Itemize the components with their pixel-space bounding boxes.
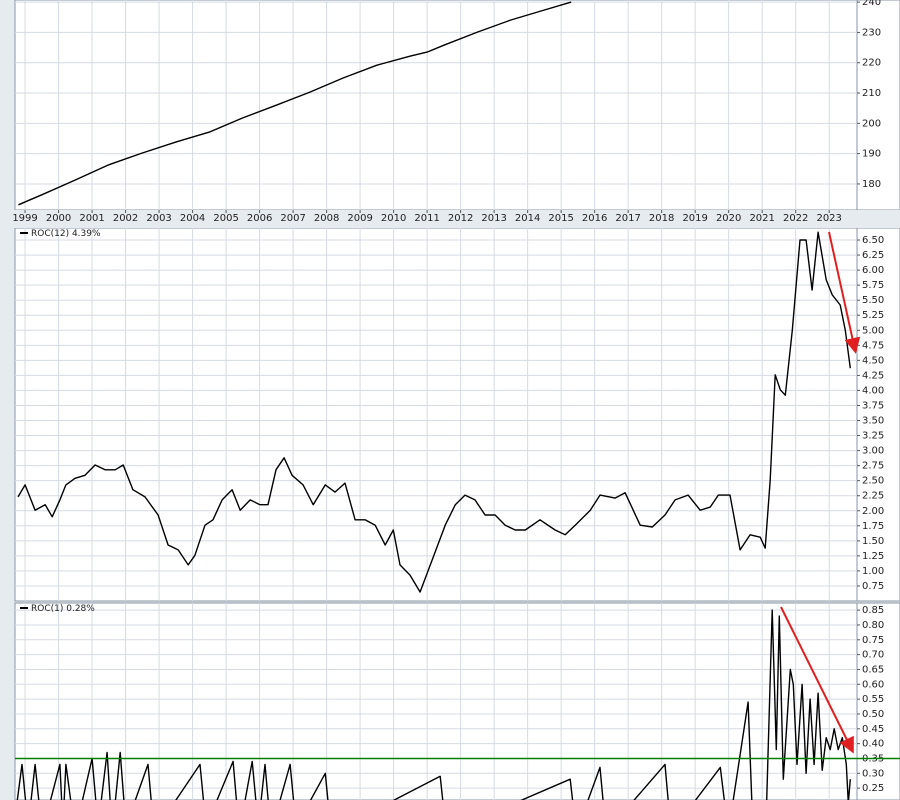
x-tick-label: 2008 — [314, 213, 339, 224]
y-tick-label: 3.75 — [862, 400, 884, 411]
y-tick-label: 1.25 — [862, 551, 884, 562]
x-tick-label: 2004 — [180, 213, 205, 224]
axis-area — [856, 0, 900, 211]
x-tick-label: 2016 — [582, 213, 607, 224]
trend-arrow — [780, 606, 854, 754]
x-tick-label: 2023 — [816, 213, 841, 224]
y-tick-label: 5.75 — [862, 280, 884, 291]
y-tick-label: 4.75 — [862, 340, 884, 351]
data-line — [16, 609, 851, 800]
x-tick-label: 2009 — [347, 213, 372, 224]
x-tick-label: 2011 — [414, 213, 439, 224]
x-tick-label: 2020 — [716, 213, 741, 224]
x-tick-label: 2000 — [46, 213, 71, 224]
y-tick-label: 0.60 — [862, 679, 884, 690]
axis-area — [856, 227, 900, 602]
x-tick-label: 2013 — [481, 213, 506, 224]
panel — [15, 0, 857, 210]
y-tick-label: 5.25 — [862, 310, 884, 321]
panel-area — [14, 227, 858, 602]
x-tick-label: 1999 — [12, 213, 37, 224]
y-tick-label: 0.45 — [862, 724, 884, 735]
x-tick-label: 2003 — [146, 213, 171, 224]
x-tick-label: 2002 — [113, 213, 138, 224]
panel — [15, 603, 857, 800]
x-tick-label: 2021 — [749, 213, 774, 224]
y-tick-label: 6.50 — [862, 235, 884, 246]
y-tick-label: 4.50 — [862, 355, 884, 366]
y-tick-label: 4.25 — [862, 370, 884, 381]
panel — [15, 228, 857, 601]
y-tick-label: 0.25 — [862, 783, 884, 794]
y-tick-label: 0.80 — [862, 620, 884, 631]
x-tick-label: 2005 — [213, 213, 238, 224]
x-tick-label: 2012 — [448, 213, 473, 224]
y-tick-label: 1.00 — [862, 566, 884, 577]
y-tick-label: 180 — [862, 179, 881, 190]
x-tick-label: 2018 — [649, 213, 674, 224]
y-tick-label: 0.75 — [862, 635, 884, 646]
y-tick-label: 220 — [862, 58, 881, 69]
y-tick-label: 3.50 — [862, 416, 884, 427]
y-tick-label: 2.75 — [862, 461, 884, 472]
y-tick-label: 2.50 — [862, 476, 884, 487]
y-tick-label: 3.00 — [862, 446, 884, 457]
y-tick-label: 3.25 — [862, 431, 884, 442]
y-tick-label: 240 — [862, 0, 881, 8]
y-tick-label: 1.75 — [862, 521, 884, 532]
x-tick-label: 2015 — [548, 213, 573, 224]
x-tick-label: 2006 — [247, 213, 272, 224]
trend-arrow — [828, 231, 861, 354]
x-tick-label: 2014 — [515, 213, 540, 224]
y-tick-label: 0.40 — [862, 739, 884, 750]
y-tick-label: 4.00 — [862, 385, 884, 396]
y-tick-label: 230 — [862, 27, 881, 38]
x-tick-label: 2001 — [79, 213, 104, 224]
x-tick-label: 2019 — [682, 213, 707, 224]
y-tick-label: 5.00 — [862, 325, 884, 336]
legend-label: ROC(1) 0.28% — [31, 604, 95, 614]
y-tick-label: 0.85 — [862, 605, 884, 616]
x-axis-band — [0, 210, 900, 228]
data-line — [17, 231, 851, 593]
legend-label: ROC(12) 4.39% — [31, 229, 101, 239]
y-tick-label: 0.65 — [862, 664, 884, 675]
x-tick-label: 2007 — [280, 213, 305, 224]
y-tick-label: 2.00 — [862, 506, 884, 517]
y-tick-label: 6.00 — [862, 265, 884, 276]
y-tick-label: 1.50 — [862, 536, 884, 547]
y-tick-label: 0.75 — [862, 581, 884, 592]
panel-area — [14, 0, 858, 211]
y-tick-label: 6.25 — [862, 250, 884, 261]
y-tick-label: 200 — [862, 118, 881, 129]
y-tick-label: 0.55 — [862, 694, 884, 705]
y-tick-label: 0.50 — [862, 709, 884, 720]
x-tick-label: 2010 — [381, 213, 406, 224]
x-tick-label: 2017 — [615, 213, 640, 224]
y-tick-label: 0.30 — [862, 768, 884, 779]
y-tick-label: 2.25 — [862, 491, 884, 502]
x-tick-label: 2022 — [783, 213, 808, 224]
panel-area — [14, 602, 858, 800]
axis-area — [856, 602, 900, 800]
y-tick-label: 5.50 — [862, 295, 884, 306]
y-tick-label: 210 — [862, 88, 881, 99]
y-tick-label: 0.70 — [862, 650, 884, 661]
data-line — [18, 1, 572, 206]
y-tick-label: 190 — [862, 149, 881, 160]
